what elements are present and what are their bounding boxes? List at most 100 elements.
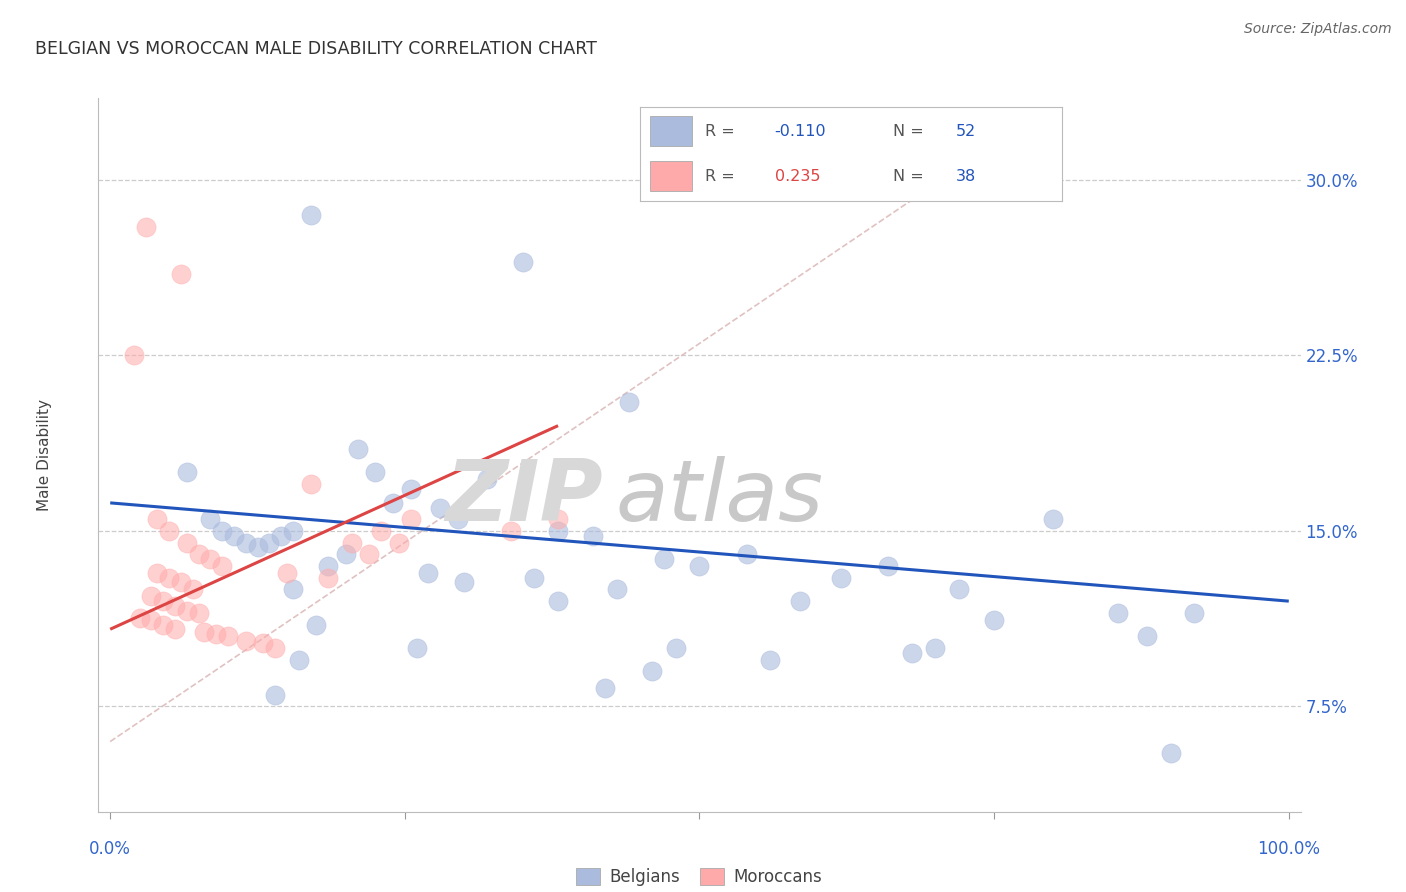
Point xyxy=(222,528,245,542)
Text: R =: R = xyxy=(706,169,740,184)
Point xyxy=(200,552,222,566)
Text: Source: ZipAtlas.com: Source: ZipAtlas.com xyxy=(1244,22,1392,37)
Point xyxy=(370,524,392,538)
Point xyxy=(1184,606,1206,620)
Point xyxy=(359,547,381,561)
Point xyxy=(388,535,411,549)
Point xyxy=(447,512,470,526)
Point xyxy=(665,640,688,655)
Point xyxy=(176,466,198,480)
Point xyxy=(299,208,322,222)
Text: 0.235: 0.235 xyxy=(775,169,820,184)
Point xyxy=(170,267,193,281)
Point xyxy=(259,535,281,549)
Point xyxy=(1042,512,1064,526)
Point xyxy=(270,528,292,542)
Point xyxy=(830,571,852,585)
Text: N =: N = xyxy=(893,169,929,184)
Point xyxy=(900,646,922,660)
Point xyxy=(606,582,628,597)
Point xyxy=(200,512,222,526)
Text: BELGIAN VS MOROCCAN MALE DISABILITY CORRELATION CHART: BELGIAN VS MOROCCAN MALE DISABILITY CORR… xyxy=(35,40,598,58)
Point xyxy=(217,629,239,643)
Point xyxy=(512,255,534,269)
Point xyxy=(346,442,368,456)
Point xyxy=(429,500,451,515)
Point xyxy=(316,559,339,574)
Point xyxy=(364,466,387,480)
Text: 52: 52 xyxy=(956,124,976,139)
Point xyxy=(152,617,174,632)
Point xyxy=(523,571,546,585)
Point xyxy=(193,624,215,639)
Text: R =: R = xyxy=(706,124,740,139)
Point xyxy=(287,653,309,667)
Text: -0.110: -0.110 xyxy=(775,124,827,139)
Point xyxy=(235,634,257,648)
Point xyxy=(128,610,150,624)
Point xyxy=(1107,606,1129,620)
Point xyxy=(499,524,522,538)
Point xyxy=(281,582,304,597)
Point xyxy=(948,582,970,597)
Point xyxy=(211,559,233,574)
Point xyxy=(205,627,228,641)
Text: 100.0%: 100.0% xyxy=(1257,840,1320,858)
Point xyxy=(211,524,233,538)
Point xyxy=(759,653,782,667)
Point xyxy=(735,547,758,561)
Point xyxy=(176,603,198,617)
Point xyxy=(477,473,499,487)
Point xyxy=(617,395,640,409)
Point xyxy=(418,566,440,580)
Point xyxy=(983,613,1005,627)
Point xyxy=(405,640,427,655)
Text: 38: 38 xyxy=(956,169,976,184)
Point xyxy=(547,512,569,526)
Point xyxy=(877,559,900,574)
Point xyxy=(593,681,616,695)
Point xyxy=(299,477,322,491)
Point xyxy=(246,541,269,555)
Point xyxy=(582,528,605,542)
Text: atlas: atlas xyxy=(616,456,824,540)
Point xyxy=(146,566,169,580)
Point xyxy=(316,571,339,585)
Point xyxy=(152,594,174,608)
Point xyxy=(281,524,304,538)
Point xyxy=(135,219,157,234)
Point xyxy=(141,613,163,627)
Point xyxy=(235,535,257,549)
Point xyxy=(547,524,569,538)
Point xyxy=(924,640,946,655)
Point xyxy=(122,349,145,363)
Point xyxy=(252,636,274,650)
FancyBboxPatch shape xyxy=(650,161,693,191)
Point xyxy=(187,547,209,561)
Point xyxy=(1160,746,1182,760)
Text: ZIP: ZIP xyxy=(446,456,603,540)
Text: Male Disability: Male Disability xyxy=(37,399,52,511)
Point xyxy=(689,559,711,574)
FancyBboxPatch shape xyxy=(650,116,693,146)
Point xyxy=(170,575,193,590)
Point xyxy=(163,622,186,636)
Point xyxy=(1136,629,1159,643)
Point xyxy=(399,512,422,526)
Point xyxy=(187,606,209,620)
Point xyxy=(163,599,186,613)
Text: N =: N = xyxy=(893,124,929,139)
Text: 0.0%: 0.0% xyxy=(89,840,131,858)
Point xyxy=(176,535,198,549)
Legend: Belgians, Moroccans: Belgians, Moroccans xyxy=(569,861,830,892)
Point xyxy=(382,496,405,510)
Point xyxy=(146,512,169,526)
Point xyxy=(789,594,811,608)
Point xyxy=(264,640,287,655)
Point xyxy=(641,665,664,679)
Point xyxy=(181,582,204,597)
Point xyxy=(157,524,180,538)
Point xyxy=(305,617,328,632)
Point xyxy=(141,590,163,604)
Point xyxy=(547,594,569,608)
